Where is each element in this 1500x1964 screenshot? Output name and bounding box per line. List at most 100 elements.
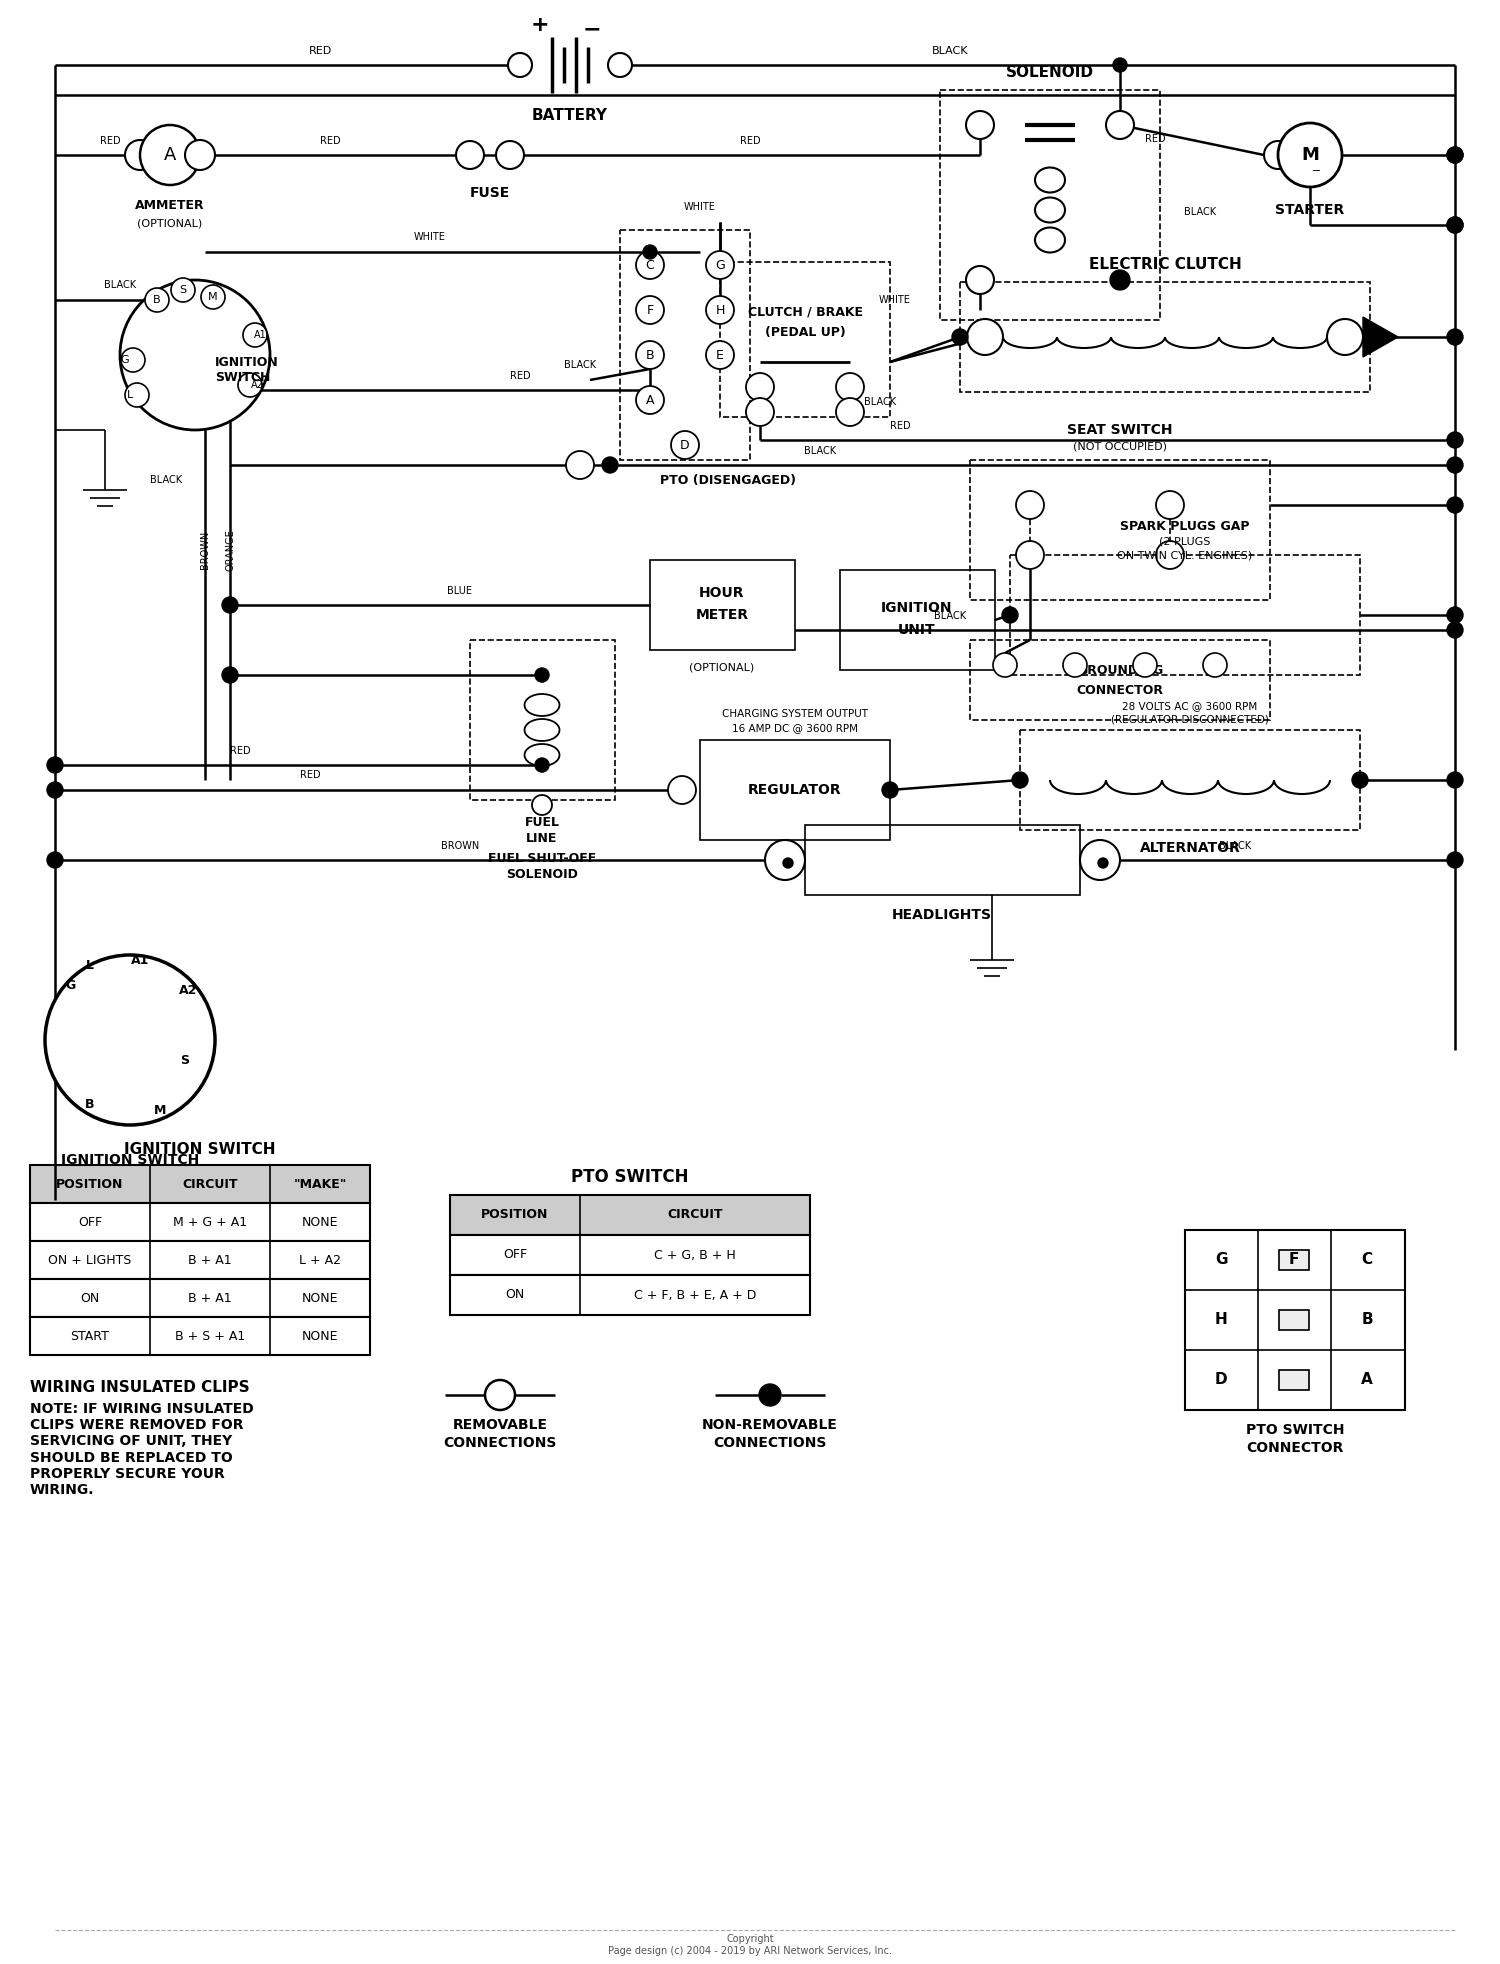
- Bar: [840, 570, 995, 670]
- Bar: [30, 1165, 370, 1204]
- Circle shape: [201, 285, 225, 308]
- Text: CIRCUIT: CIRCUIT: [668, 1208, 723, 1222]
- Circle shape: [1448, 147, 1462, 163]
- Bar: [970, 640, 1270, 721]
- Text: M + G + A1: M + G + A1: [172, 1216, 248, 1229]
- Circle shape: [952, 330, 968, 346]
- Text: E: E: [716, 348, 724, 361]
- Text: BLACK: BLACK: [934, 611, 966, 621]
- Bar: [450, 1275, 810, 1316]
- Circle shape: [1352, 772, 1368, 788]
- Text: A: A: [645, 393, 654, 407]
- Text: B: B: [1360, 1312, 1372, 1328]
- Circle shape: [1448, 330, 1462, 346]
- Text: BROWN: BROWN: [441, 841, 479, 850]
- Circle shape: [636, 251, 664, 279]
- Circle shape: [222, 668, 238, 683]
- Circle shape: [1448, 432, 1462, 448]
- Text: H: H: [1215, 1312, 1227, 1328]
- Bar: [86, 1019, 176, 1061]
- Bar: [960, 283, 1370, 393]
- Circle shape: [1156, 491, 1184, 518]
- Text: BLACK: BLACK: [104, 281, 136, 291]
- Text: H: H: [716, 304, 724, 316]
- Text: A2: A2: [178, 984, 196, 996]
- Text: "MAKE": "MAKE": [294, 1178, 346, 1190]
- Bar: [1280, 1249, 1310, 1271]
- Text: LINE: LINE: [526, 831, 558, 845]
- Text: ON: ON: [506, 1288, 525, 1302]
- Text: ALTERNATOR: ALTERNATOR: [1140, 841, 1240, 854]
- Text: ELECTRIC CLUTCH: ELECTRIC CLUTCH: [1089, 257, 1242, 271]
- Text: GROUNDING: GROUNDING: [1077, 664, 1162, 676]
- Text: (2 PLUGS: (2 PLUGS: [1160, 536, 1210, 546]
- Text: M: M: [209, 293, 218, 302]
- Text: RED: RED: [740, 136, 760, 145]
- Text: CONNECTOR: CONNECTOR: [1246, 1442, 1344, 1455]
- Text: FUEL SHUT-OFF: FUEL SHUT-OFF: [488, 852, 596, 864]
- Circle shape: [45, 955, 214, 1125]
- Text: REGULATOR: REGULATOR: [748, 784, 842, 797]
- Text: POSITION: POSITION: [482, 1208, 549, 1222]
- Text: G: G: [64, 978, 75, 992]
- Circle shape: [746, 399, 774, 426]
- Text: PTO (DISENGAGED): PTO (DISENGAGED): [660, 473, 796, 487]
- Text: A2: A2: [251, 379, 264, 391]
- Bar: [1280, 1310, 1310, 1330]
- Circle shape: [783, 858, 794, 868]
- Circle shape: [1080, 841, 1120, 880]
- Text: A: A: [1360, 1373, 1372, 1387]
- Circle shape: [1016, 491, 1044, 518]
- Text: NONE: NONE: [302, 1330, 339, 1343]
- Circle shape: [706, 251, 734, 279]
- Text: RED: RED: [1144, 134, 1166, 143]
- Text: POSITION: POSITION: [57, 1178, 123, 1190]
- Text: BLACK: BLACK: [804, 446, 836, 456]
- Circle shape: [1448, 623, 1462, 638]
- Circle shape: [966, 265, 994, 295]
- Text: BROWN: BROWN: [200, 530, 210, 570]
- Bar: [970, 460, 1270, 599]
- Text: AMMETER: AMMETER: [135, 198, 206, 212]
- Circle shape: [146, 289, 170, 312]
- Text: METER: METER: [696, 609, 748, 623]
- Text: BATTERY: BATTERY: [532, 108, 608, 122]
- Circle shape: [1098, 858, 1108, 868]
- Text: C: C: [645, 259, 654, 271]
- Text: (REGULATOR DISCONNECTED): (REGULATOR DISCONNECTED): [1112, 715, 1269, 725]
- Text: BLACK: BLACK: [150, 475, 182, 485]
- Circle shape: [1110, 269, 1130, 291]
- Circle shape: [706, 297, 734, 324]
- Text: S: S: [180, 1053, 189, 1066]
- Circle shape: [1278, 124, 1342, 187]
- Circle shape: [124, 139, 154, 171]
- Text: F: F: [646, 304, 654, 316]
- Text: A1: A1: [254, 330, 267, 340]
- Circle shape: [122, 348, 146, 371]
- Circle shape: [1113, 59, 1126, 73]
- Text: ON + LIGHTS: ON + LIGHTS: [48, 1253, 132, 1267]
- Text: CONNECTIONS: CONNECTIONS: [714, 1436, 827, 1449]
- Text: RED: RED: [300, 770, 321, 780]
- Text: HEADLIGHTS: HEADLIGHTS: [892, 907, 992, 921]
- Bar: [30, 1204, 370, 1241]
- Circle shape: [1132, 652, 1156, 678]
- Bar: [30, 1279, 370, 1318]
- Text: SEAT SWITCH: SEAT SWITCH: [1068, 422, 1173, 438]
- Text: BLACK: BLACK: [1220, 841, 1251, 850]
- Circle shape: [1264, 141, 1292, 169]
- Bar: [450, 1194, 810, 1235]
- Polygon shape: [1364, 316, 1398, 357]
- Circle shape: [636, 342, 664, 369]
- Text: OFF: OFF: [503, 1249, 526, 1261]
- Text: ORANGE: ORANGE: [225, 528, 236, 572]
- Text: WHITE: WHITE: [684, 202, 716, 212]
- Text: BLACK: BLACK: [864, 397, 895, 407]
- Text: CONNECTIONS: CONNECTIONS: [444, 1436, 556, 1449]
- Text: IGNITION
SWITCH: IGNITION SWITCH: [214, 355, 279, 385]
- Bar: [1280, 1371, 1310, 1391]
- Circle shape: [836, 399, 864, 426]
- Text: B + A1: B + A1: [188, 1292, 232, 1304]
- Circle shape: [644, 246, 657, 259]
- Circle shape: [836, 373, 864, 401]
